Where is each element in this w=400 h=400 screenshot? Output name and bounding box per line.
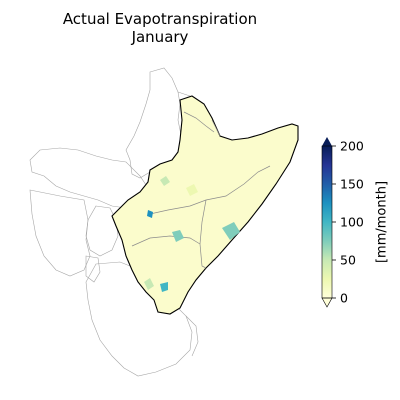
colorbar-extend-max-arrow — [322, 137, 332, 146]
uganda-outline — [85, 205, 119, 257]
colorbar-extend-min-arrow — [321, 297, 333, 308]
colorbar-tick-label: 150 — [340, 177, 364, 192]
et-patches — [144, 176, 240, 292]
eritrea-ethiopia-border — [183, 111, 215, 133]
colorbar-tick-label: 100 — [340, 215, 364, 230]
colorbar-ticks: 0 50 100 150 200 — [332, 139, 364, 306]
et-patch-ethiopia-highland — [160, 176, 170, 186]
colorbar: 0 50 100 150 200 — [321, 137, 364, 308]
rwanda-burundi-outline — [85, 255, 101, 283]
tanzania-mozambique-edge — [185, 315, 199, 357]
colorbar-label: [mm/month] — [374, 180, 390, 264]
colorbar-gradient — [322, 146, 332, 298]
internal-borders — [131, 111, 271, 269]
et-patch-kenya-south — [160, 282, 168, 292]
et-patch-rift — [147, 210, 153, 218]
ethiopia-kenya-border — [131, 235, 201, 247]
et-patch-kenya-coast — [222, 222, 240, 240]
et-patch-ethiopia-west — [186, 184, 198, 196]
colorbar-tick-label: 200 — [340, 139, 364, 154]
colorbar-tick-label: 50 — [340, 253, 356, 268]
drc-outline — [29, 189, 91, 277]
et-patch-central — [172, 230, 184, 242]
title-line-1: Actual Evapotranspiration — [62, 10, 258, 28]
title-line-2: January — [131, 28, 189, 46]
colorbar-tick-label: 0 — [340, 291, 348, 306]
map-title: Actual Evapotranspiration January — [0, 10, 320, 46]
et-patch-lake-victoria — [144, 278, 154, 290]
ethiopia-somalia-border — [149, 165, 271, 215]
djibouti-border — [211, 119, 221, 137]
